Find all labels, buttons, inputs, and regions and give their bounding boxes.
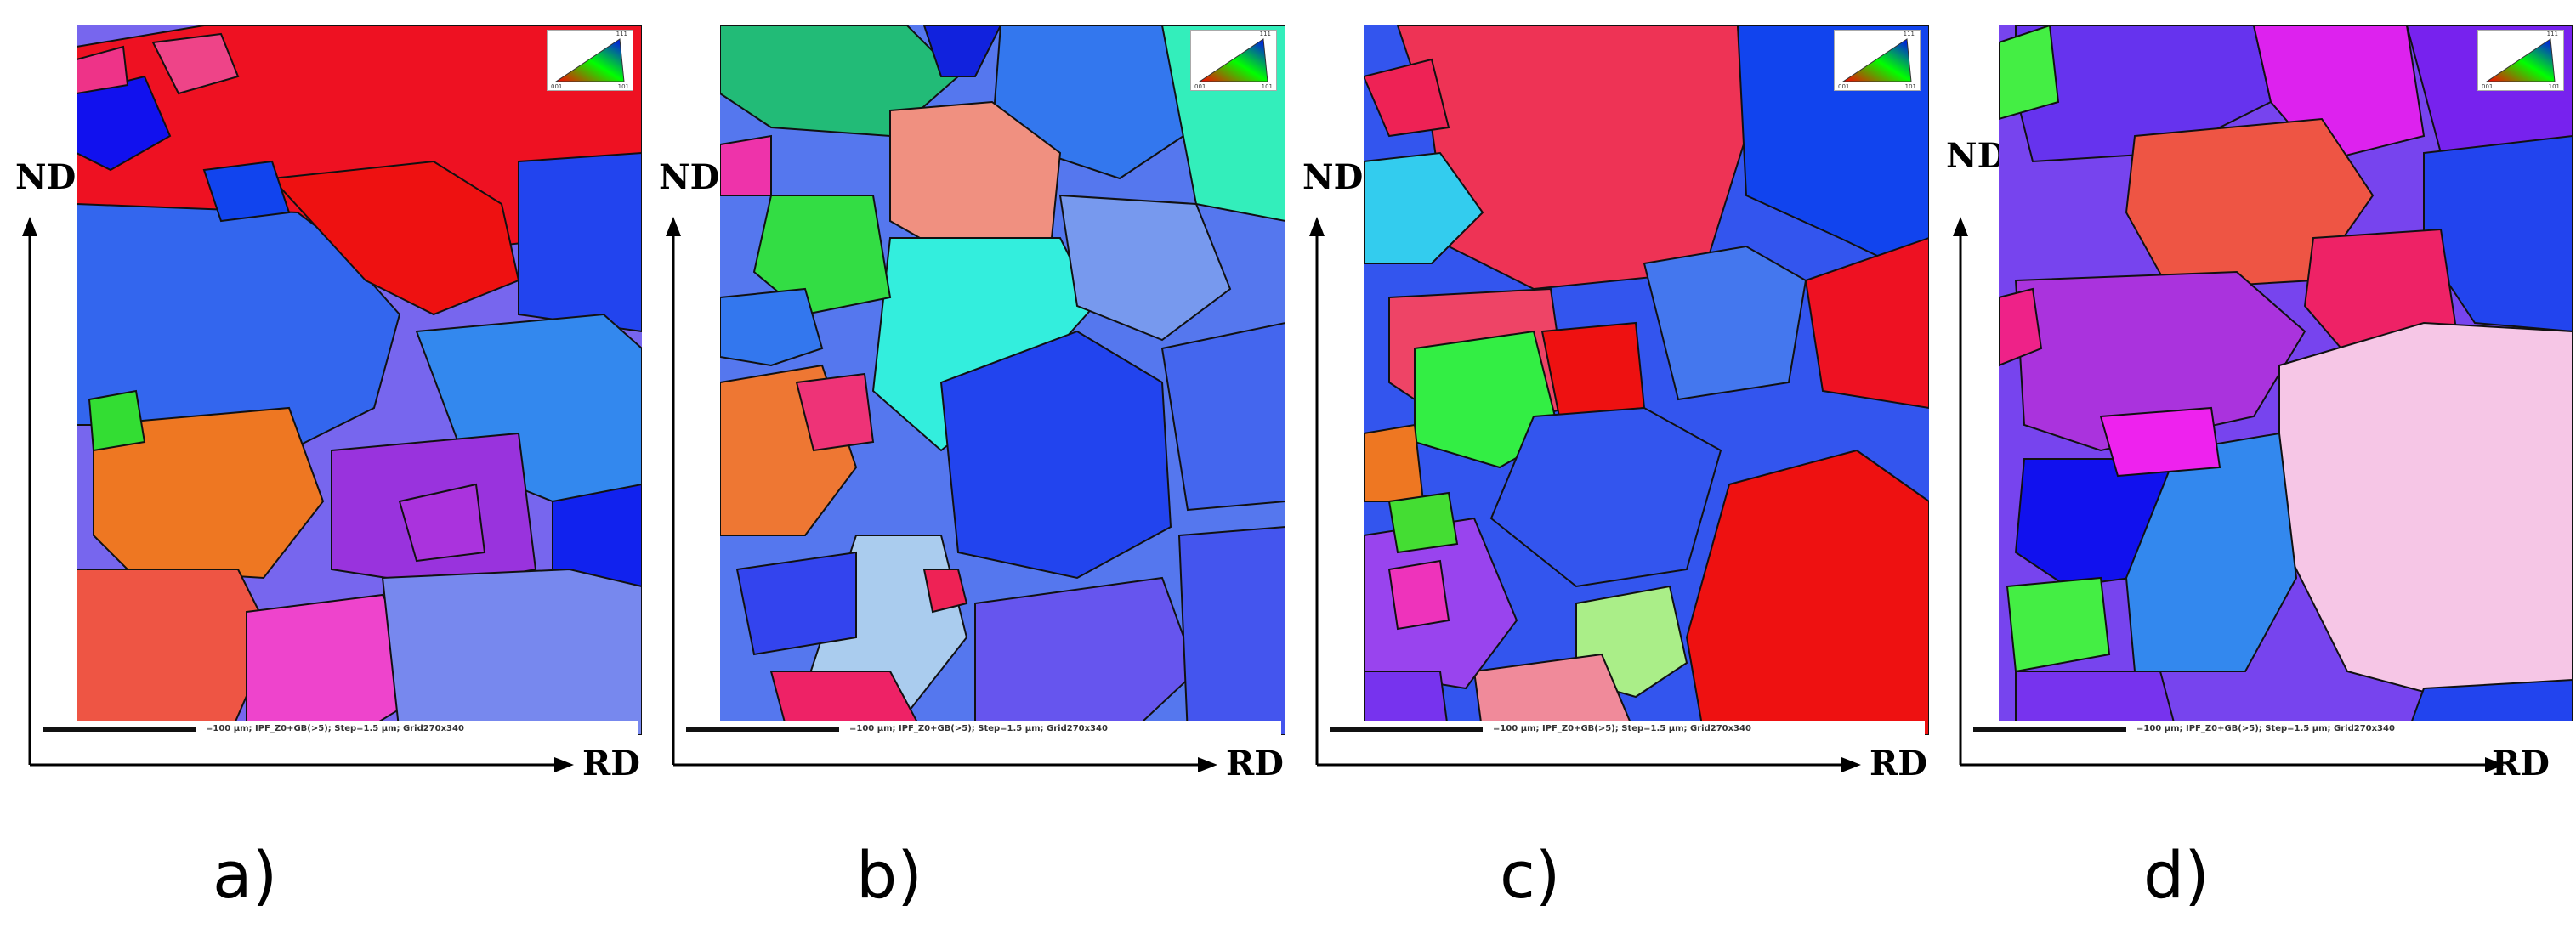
scale-bar-line [1330, 727, 1483, 732]
legend-label-111: 111 [616, 31, 627, 37]
panel-label-d: d) [2143, 837, 2210, 913]
rd-axis-label: RD [582, 744, 640, 784]
ebsd-map-d: 111 001 101 [1999, 25, 2573, 735]
panel-label-a: a) [213, 837, 278, 913]
scalebar-a: =100 µm; IPF_Z0+GB(>5); Step=1.5 µm; Gri… [36, 721, 638, 738]
panel-label-c: c) [1500, 837, 1561, 913]
scalebar-text: =100 µm; IPF_Z0+GB(>5); Step=1.5 µm; Gri… [849, 724, 1108, 733]
scalebar-text: =100 µm; IPF_Z0+GB(>5); Step=1.5 µm; Gri… [206, 724, 464, 733]
panel-a: ND RD [0, 0, 644, 928]
rd-axis-label: RD [1226, 744, 1284, 784]
legend-label-001: 001 [1838, 83, 1850, 90]
panel-d: ND RD [1931, 0, 2574, 928]
ipf-legend-b: 111 001 101 [1190, 30, 1277, 91]
panel-label-b: b) [856, 837, 922, 913]
legend-label-101: 101 [1261, 83, 1273, 90]
legend-label-111: 111 [2546, 31, 2558, 37]
ebsd-map-a: 111 001 101 [77, 25, 642, 735]
ipf-legend-d: 111 001 101 [2477, 30, 2564, 91]
nd-axis-label: ND [1302, 157, 1364, 197]
scalebar-b: =100 µm; IPF_Z0+GB(>5); Step=1.5 µm; Gri… [679, 721, 1281, 738]
ipf-legend-c: 111 001 101 [1834, 30, 1921, 91]
rd-axis-label: RD [2492, 744, 2550, 784]
ebsd-map-b: 111 001 101 [720, 25, 1285, 735]
scalebar-c: =100 µm; IPF_Z0+GB(>5); Step=1.5 µm; Gri… [1323, 721, 1925, 738]
nd-axis-label: ND [15, 157, 77, 197]
legend-label-101: 101 [1904, 83, 1916, 90]
legend-label-111: 111 [1259, 31, 1271, 37]
nd-axis-label: ND [659, 157, 720, 197]
legend-label-001: 001 [1194, 83, 1206, 90]
legend-label-101: 101 [617, 83, 629, 90]
legend-label-001: 001 [2482, 83, 2494, 90]
axes-c [1309, 217, 1861, 772]
scalebar-d: =100 µm; IPF_Z0+GB(>5); Step=1.5 µm; Gri… [1966, 721, 2573, 738]
axes-b [666, 217, 1217, 772]
legend-label-001: 001 [551, 83, 563, 90]
rd-axis-label: RD [1870, 744, 1927, 784]
scalebar-text: =100 µm; IPF_Z0+GB(>5); Step=1.5 µm; Gri… [2136, 724, 2395, 733]
scale-bar-line [1973, 727, 2126, 732]
legend-label-111: 111 [1903, 31, 1915, 37]
panel-b: ND RD [644, 0, 1287, 928]
axes-a [22, 217, 574, 772]
panel-c: ND RD [1287, 0, 1931, 928]
scalebar-text: =100 µm; IPF_Z0+GB(>5); Step=1.5 µm; Gri… [1493, 724, 1751, 733]
scale-bar-line [686, 727, 839, 732]
ipf-legend-a: 111 001 101 [547, 30, 633, 91]
scale-bar-line [43, 727, 196, 732]
ebsd-map-c: 111 001 101 [1364, 25, 1929, 735]
nd-axis-label: ND [1946, 136, 2007, 176]
legend-label-101: 101 [2548, 83, 2560, 90]
axes-d [1953, 217, 2505, 772]
